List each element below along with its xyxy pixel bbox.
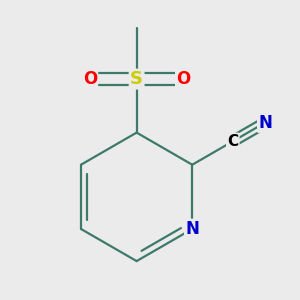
Text: N: N [185,220,199,238]
Text: S: S [130,70,143,88]
Text: N: N [258,114,272,132]
Text: O: O [82,70,97,88]
Text: O: O [176,70,190,88]
Text: C: C [227,134,239,149]
